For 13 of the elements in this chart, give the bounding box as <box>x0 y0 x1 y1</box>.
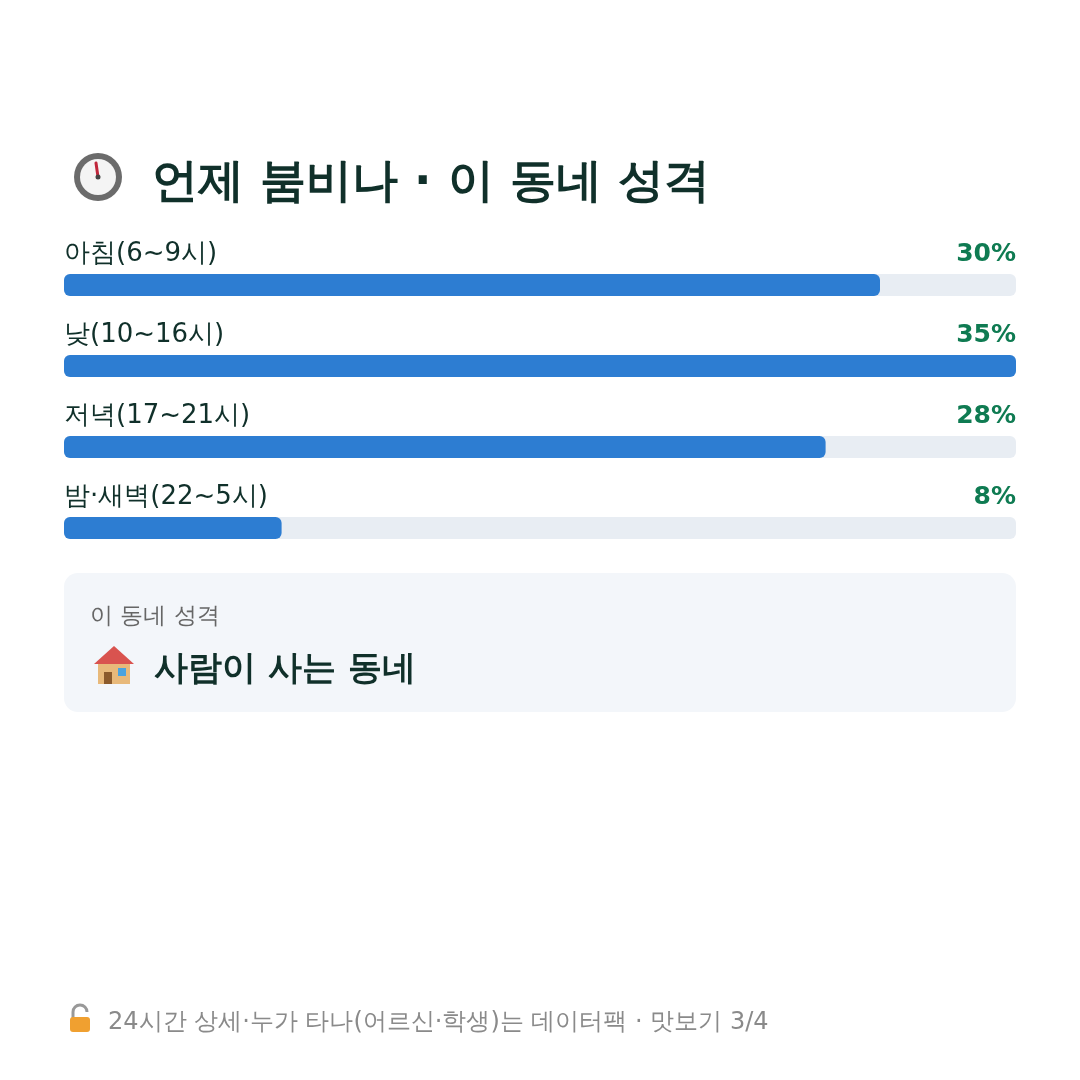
chart-title: 언제 붐비나 · 이 동네 성격 <box>152 153 710 207</box>
y-tick-label: 저녁(17~21시) <box>64 399 251 429</box>
bar <box>64 517 282 539</box>
data-label: 35% <box>956 319 1016 348</box>
text: 사람이 사는 동네 <box>154 647 416 687</box>
data-label: 28% <box>956 400 1016 429</box>
y-tick-label: 낮(10~16시) <box>64 318 225 348</box>
y-tick-label: 아침(6~9시) <box>64 237 218 267</box>
text: 24시간 상세·누가 타나(어르신·학생)는 데이터팩 · 맛보기 3/4 <box>108 1007 769 1035</box>
data-label: 8% <box>973 481 1016 510</box>
data-label: 30% <box>956 238 1016 267</box>
y-tick-label: 밤·새벽(22~5시) <box>64 480 268 510</box>
text: 이 동네 성격 <box>90 602 220 628</box>
